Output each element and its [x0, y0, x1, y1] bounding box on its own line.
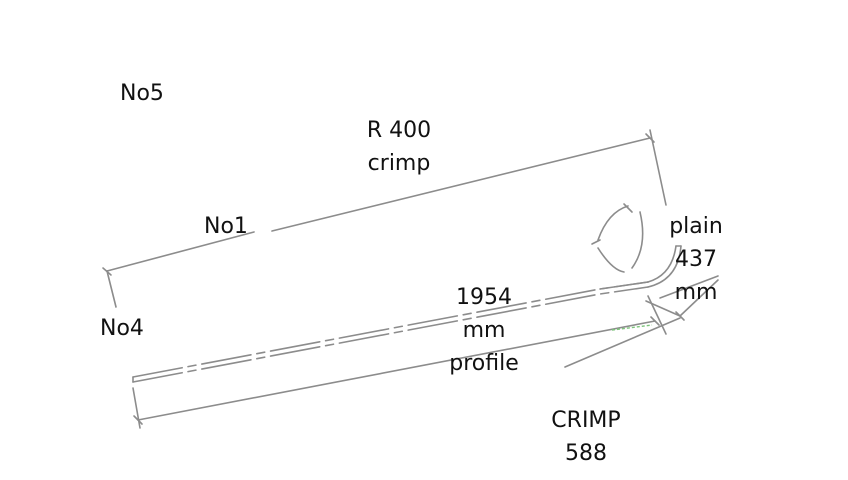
leader-crimp: [564, 317, 681, 368]
label-profile-unit: mm: [462, 318, 506, 343]
label-plain-value: 437: [675, 247, 717, 272]
label-profile-value: 1954: [456, 285, 512, 310]
radius-arc-bottom: [597, 247, 625, 273]
label-profile: 1954 mm profile: [436, 281, 532, 380]
label-plain-unit: mm: [674, 280, 718, 305]
leader-plain: [645, 300, 681, 317]
label-crimp: CRIMP 588: [536, 404, 636, 470]
profile-bend-inner: [647, 245, 682, 288]
radius-arc-right: [631, 211, 644, 269]
profile-strip-bottom: [132, 286, 649, 383]
radius-arrow-b: [623, 203, 633, 213]
label-plain: plain 437 mm: [656, 210, 736, 309]
extension-line-right: [649, 129, 667, 206]
label-crimp-value: 588: [565, 441, 607, 466]
label-radius: R 400 crimp: [350, 114, 448, 180]
label-plain-type: plain: [669, 214, 723, 239]
label-radius-type: crimp: [367, 151, 431, 176]
profile-bend-outer: [647, 245, 677, 283]
profile-strip-top: [132, 281, 649, 378]
tick-crimp-right: [650, 316, 660, 326]
label-no1: No1: [204, 214, 248, 239]
crimp-mark: [611, 324, 653, 331]
dimension-line-no1-left: [106, 231, 255, 272]
radius-arrow-a: [591, 239, 601, 245]
dimension-line-crimp: [137, 320, 656, 421]
dimension-line-plain: [659, 275, 719, 299]
extension-line-no4: [106, 270, 117, 308]
label-radius-value: R 400: [366, 118, 432, 143]
dimension-line-no1-right: [271, 137, 651, 232]
label-no4: No4: [100, 316, 144, 341]
label-no5: No5: [120, 81, 164, 106]
profile-plain-top: [599, 281, 649, 290]
radius-arc-top: [597, 205, 629, 241]
label-profile-type: profile: [449, 351, 519, 376]
leader-plain-b: [679, 279, 719, 317]
tick-crimp-left: [133, 415, 143, 425]
label-crimp-type: CRIMP: [551, 408, 621, 433]
